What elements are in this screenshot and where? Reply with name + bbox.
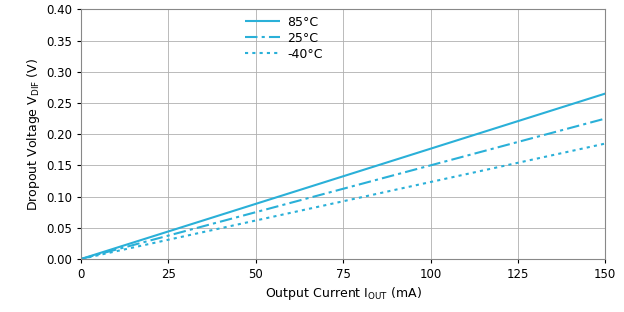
X-axis label: Output Current $\mathregular{I_{OUT}}$ (mA): Output Current $\mathregular{I_{OUT}}$ (… xyxy=(265,285,422,302)
-40°C xyxy=(361,195,369,198)
-40°C xyxy=(329,202,337,205)
25°C xyxy=(389,173,397,177)
85°C xyxy=(602,92,609,95)
-40°C xyxy=(589,144,597,148)
25°C xyxy=(361,181,369,185)
Line: 25°C: 25°C xyxy=(81,119,605,259)
25°C xyxy=(329,190,337,193)
-40°C xyxy=(507,163,514,166)
85°C xyxy=(361,168,369,171)
-40°C xyxy=(326,202,334,206)
Line: -40°C: -40°C xyxy=(81,144,605,259)
85°C xyxy=(77,257,85,261)
25°C xyxy=(326,190,334,194)
25°C xyxy=(77,257,85,261)
85°C xyxy=(329,178,337,181)
25°C xyxy=(507,142,514,146)
85°C xyxy=(326,178,334,182)
-40°C xyxy=(389,188,397,192)
Y-axis label: Dropout Voltage $\mathregular{V_{DIF}}$ (V): Dropout Voltage $\mathregular{V_{DIF}}$ … xyxy=(25,57,42,211)
-40°C xyxy=(77,257,85,261)
85°C xyxy=(589,96,597,100)
Legend: 85°C, 25°C, -40°C: 85°C, 25°C, -40°C xyxy=(245,16,323,61)
85°C xyxy=(389,158,397,162)
85°C xyxy=(507,122,514,125)
25°C xyxy=(589,120,597,124)
25°C xyxy=(602,117,609,120)
-40°C xyxy=(602,142,609,145)
Line: 85°C: 85°C xyxy=(81,94,605,259)
